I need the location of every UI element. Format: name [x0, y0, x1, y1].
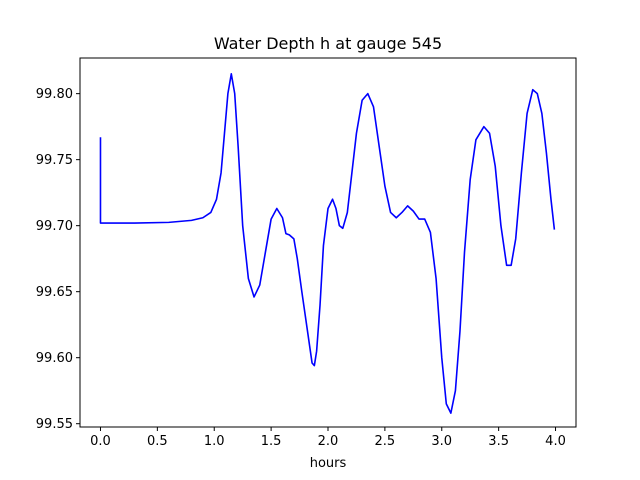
y-tick-label: 99.75 [36, 153, 73, 168]
x-axis: 0.0 0.5 1.0 1.5 2.0 2.5 3.0 3.5 4.0 [90, 427, 566, 449]
plot-area [99, 73, 556, 414]
x-tick-label: 3.5 [488, 434, 509, 449]
plot-frame [79, 57, 577, 428]
y-tick-label: 99.80 [36, 87, 73, 102]
y-tick-label: 99.55 [36, 417, 73, 432]
x-tick-label: 1.5 [261, 434, 282, 449]
x-axis-label: hours [310, 456, 347, 471]
x-tick-label: 2.5 [375, 434, 396, 449]
x-tick-label: 2.0 [318, 434, 339, 449]
x-tick-label: 1.0 [204, 434, 225, 449]
y-tick-label: 99.60 [36, 351, 73, 366]
x-tick-label: 0.0 [90, 434, 111, 449]
x-tick-label: 4.0 [545, 434, 566, 449]
y-tick-label: 99.65 [36, 285, 73, 300]
chart-title: Water Depth h at gauge 545 [214, 34, 442, 53]
y-axis: 99.55 99.60 99.65 99.70 99.75 99.80 [36, 87, 80, 432]
x-tick-label: 0.5 [147, 434, 168, 449]
y-tick-label: 99.70 [36, 219, 73, 234]
series-line-0 [99, 73, 556, 414]
x-tick-label: 3.0 [431, 434, 452, 449]
